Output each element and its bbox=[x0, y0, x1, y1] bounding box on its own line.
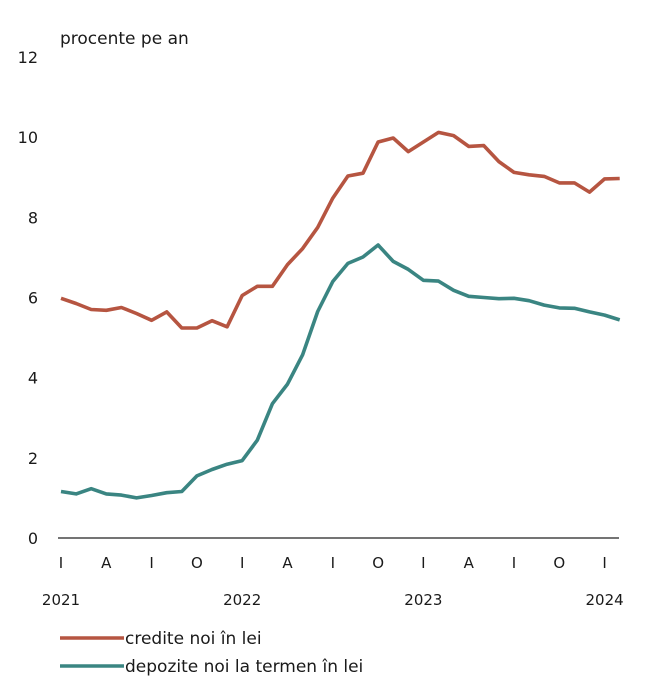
x-tick-label: A bbox=[464, 554, 475, 572]
y-tick-label-10: 10 bbox=[18, 128, 38, 147]
x-tick-label: I bbox=[240, 554, 244, 572]
y-tick-label-12: 12 bbox=[18, 48, 38, 67]
y-tick-label-0: 0 bbox=[28, 529, 38, 548]
y-axis-ticks: 0 2 4 6 8 10 12 bbox=[18, 48, 38, 548]
x-tick-label: O bbox=[372, 554, 384, 572]
x-tick-label: A bbox=[101, 554, 112, 572]
series-lines bbox=[60, 130, 621, 500]
legend-label-credite: credite noi în lei bbox=[125, 629, 262, 649]
y-tick-label-8: 8 bbox=[28, 208, 38, 227]
y-tick-label-4: 4 bbox=[28, 369, 38, 388]
legend: credite noi în lei depozite noi la termen… bbox=[60, 629, 363, 677]
x-tick-label: I bbox=[602, 554, 606, 572]
series-line-credite bbox=[60, 130, 620, 330]
x-tick-label: O bbox=[553, 554, 565, 572]
x-year-label-2021: 2021 bbox=[42, 591, 80, 609]
x-tick-label: I bbox=[421, 554, 425, 572]
x-axis-year-labels: 2021 2022 2023 2024 bbox=[42, 591, 624, 609]
x-tick-label: O bbox=[191, 554, 203, 572]
x-tick-label: A bbox=[282, 554, 293, 572]
legend-label-depozite: depozite noi la termen în lei bbox=[125, 657, 363, 677]
y-tick-label-2: 2 bbox=[28, 449, 38, 468]
x-tick-label: I bbox=[149, 554, 153, 572]
series-line-depozite bbox=[60, 243, 621, 500]
x-year-label-2022: 2022 bbox=[223, 591, 261, 609]
x-tick-label: I bbox=[331, 554, 335, 572]
y-tick-label-6: 6 bbox=[28, 289, 38, 308]
x-year-label-2023: 2023 bbox=[404, 591, 442, 609]
x-tick-label: I bbox=[512, 554, 516, 572]
x-year-label-2024: 2024 bbox=[586, 591, 624, 609]
x-tick-label: I bbox=[59, 554, 63, 572]
y-axis-unit-label: procente pe an bbox=[60, 29, 189, 49]
